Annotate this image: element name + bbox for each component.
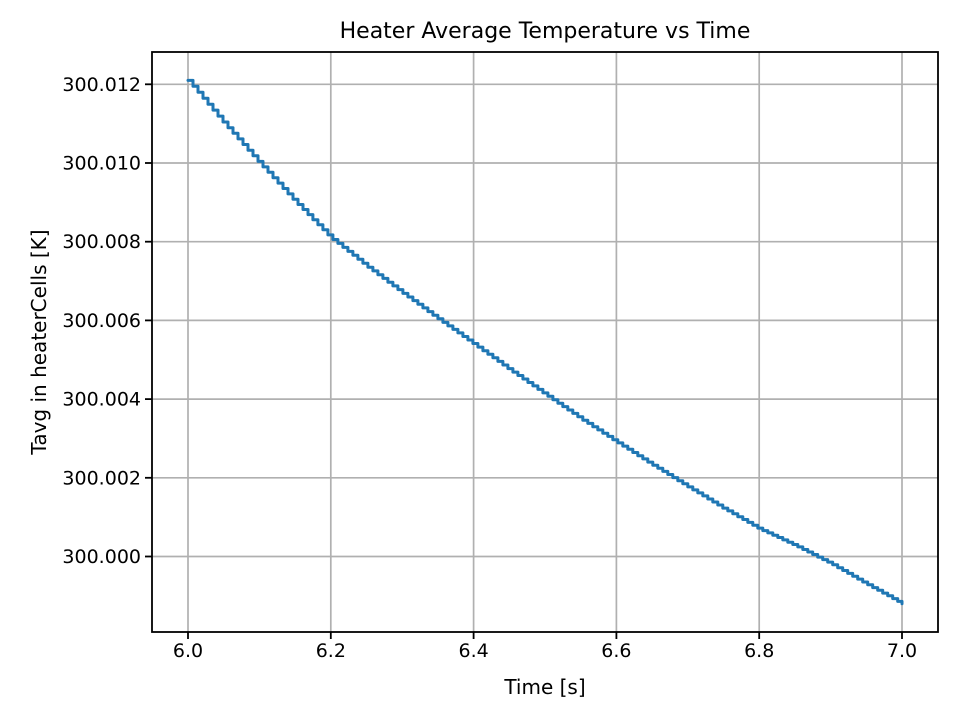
y-tick-label: 300.008 — [62, 231, 141, 253]
x-tick-label: 6.0 — [173, 640, 203, 662]
x-tick-label: 6.2 — [316, 640, 346, 662]
x-tick-label: 6.4 — [458, 640, 488, 662]
y-tick-label: 300.012 — [62, 74, 141, 96]
y-tick-label: 300.006 — [62, 310, 141, 332]
chart-title: Heater Average Temperature vs Time — [340, 19, 751, 44]
y-tick-label: 300.002 — [62, 467, 141, 489]
x-tick-label: 7.0 — [887, 640, 917, 662]
plot-border — [151, 51, 939, 633]
gridlines — [152, 52, 938, 632]
y-tick-label: 300.000 — [62, 546, 141, 568]
y-tick-label: 300.004 — [62, 389, 141, 411]
temperature-series-line — [186, 78, 904, 606]
axis-ticks — [145, 83, 903, 639]
x-axis-label: Time [s] — [503, 675, 585, 699]
x-tick-label: 6.6 — [601, 640, 631, 662]
y-tick-label: 300.010 — [62, 153, 141, 175]
y-axis-label: Tavg in heaterCells [K] — [27, 229, 51, 455]
tick-labels: 6.0 6.2 6.4 6.6 6.8 7.0 300.000 300.002 300.004 3… — [62, 74, 917, 662]
x-tick-label: 6.8 — [744, 640, 774, 662]
